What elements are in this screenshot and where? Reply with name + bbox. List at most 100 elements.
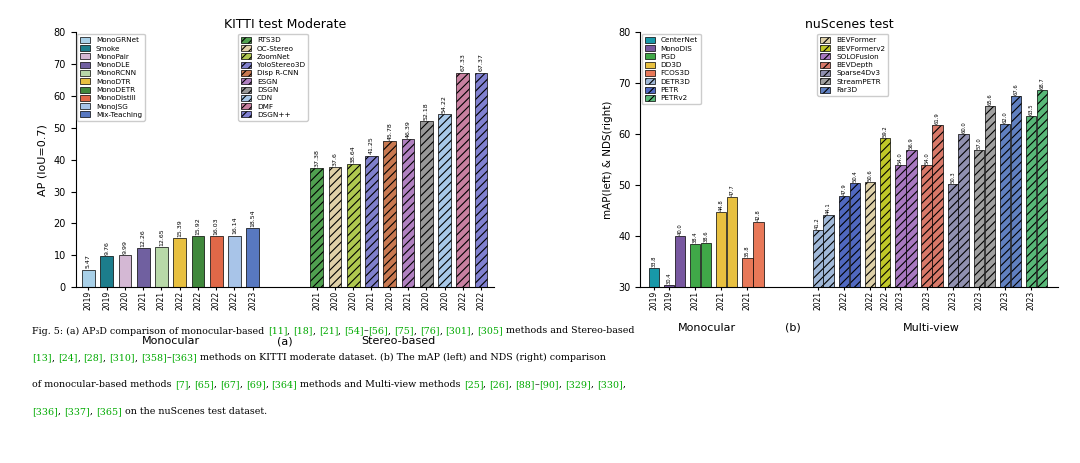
Bar (958, 134, 969, 440)
Text: ,: , (240, 380, 246, 389)
Text: 16.03: 16.03 (214, 217, 219, 235)
Text: [65]: [65] (194, 380, 214, 389)
Bar (1026, 116, 1037, 440)
Text: methods and Multi-view methods: methods and Multi-view methods (297, 380, 463, 389)
Text: [330]: [330] (596, 380, 622, 389)
Bar (328, 167, 341, 287)
Title: KITTI test Moderate: KITTI test Moderate (224, 18, 346, 31)
Text: 38.64: 38.64 (351, 145, 355, 163)
Text: 65.6: 65.6 (987, 93, 993, 105)
Bar (156, 247, 167, 287)
Text: –: – (535, 380, 539, 389)
Text: methods and Stereo-based: methods and Stereo-based (503, 326, 634, 335)
Text: 38.6: 38.6 (703, 231, 708, 242)
Text: ,: , (188, 380, 194, 389)
Bar (119, 255, 132, 287)
Bar (210, 236, 222, 287)
Text: ,: , (559, 380, 565, 389)
Bar (690, 244, 700, 440)
Text: [54]: [54] (345, 326, 364, 335)
Text: 16.14: 16.14 (232, 217, 237, 234)
Text: 67.37: 67.37 (478, 53, 484, 71)
Text: 56.9: 56.9 (909, 138, 914, 149)
Text: Stereo-based: Stereo-based (362, 337, 436, 346)
Text: 37.38: 37.38 (314, 149, 320, 167)
Bar (895, 165, 906, 440)
Bar (664, 285, 674, 440)
Text: 44.8: 44.8 (719, 199, 724, 211)
Text: 40.0: 40.0 (677, 223, 683, 235)
Text: ,: , (509, 380, 515, 389)
Text: of monocular-based methods: of monocular-based methods (32, 380, 175, 389)
Bar (310, 168, 323, 287)
Text: ,: , (287, 326, 293, 335)
Bar (850, 183, 860, 440)
Bar (402, 139, 415, 287)
Text: [28]: [28] (83, 353, 103, 362)
Title: nuScenes test: nuScenes test (805, 18, 893, 31)
Bar (474, 73, 487, 287)
Text: ,: , (214, 380, 220, 389)
Text: 50.3: 50.3 (950, 171, 955, 182)
Text: ,: , (471, 326, 477, 335)
Text: 50.6: 50.6 (867, 169, 873, 181)
Text: [363]: [363] (171, 353, 197, 362)
Bar (383, 141, 396, 287)
Text: [364]: [364] (271, 380, 297, 389)
Text: [358]: [358] (140, 353, 166, 362)
Bar (457, 73, 469, 287)
Text: 68.7: 68.7 (1040, 77, 1044, 89)
Bar (823, 215, 834, 440)
Text: 41.2: 41.2 (815, 217, 820, 229)
Text: [75]: [75] (394, 326, 414, 335)
Bar (649, 268, 659, 440)
Text: [24]: [24] (58, 353, 78, 362)
Bar (1037, 90, 1048, 440)
Legend: BEVFormer, BEVFormerv2, SOLOFusion, BEVDepth, Sparse4Dv3, StreamPETR, Far3D: BEVFormer, BEVFormerv2, SOLOFusion, BEVD… (818, 34, 888, 96)
Text: 54.22: 54.22 (442, 95, 447, 113)
Text: ,: , (312, 326, 319, 335)
Bar (921, 165, 932, 440)
Text: [301]: [301] (446, 326, 471, 335)
Bar (839, 196, 849, 440)
Text: [90]: [90] (539, 380, 559, 389)
Bar (1011, 95, 1021, 440)
Bar (812, 230, 823, 440)
Bar (716, 212, 727, 440)
Text: ,: , (266, 380, 271, 389)
Text: 60.0: 60.0 (961, 121, 967, 133)
Text: ,: , (103, 353, 109, 362)
Text: ,: , (135, 353, 140, 362)
Text: [305]: [305] (477, 326, 503, 335)
Y-axis label: mAP(left) & NDS(right): mAP(left) & NDS(right) (603, 100, 612, 219)
Text: 9.99: 9.99 (122, 240, 127, 254)
Text: [88]: [88] (515, 380, 535, 389)
Bar (865, 182, 875, 440)
Text: 50.4: 50.4 (852, 170, 858, 182)
Text: 41.25: 41.25 (369, 137, 374, 155)
Bar (675, 236, 685, 440)
Text: 44.1: 44.1 (826, 202, 832, 214)
Text: (b): (b) (785, 323, 801, 333)
Bar (880, 138, 890, 440)
Bar (727, 197, 738, 440)
Bar (985, 106, 995, 440)
Bar (173, 238, 186, 287)
Text: [26]: [26] (489, 380, 509, 389)
Bar (365, 156, 378, 287)
Text: 33.8: 33.8 (651, 255, 657, 267)
Text: Monocular: Monocular (678, 323, 737, 333)
Bar (742, 257, 753, 440)
Text: Multi-view: Multi-view (903, 323, 959, 333)
Bar (100, 256, 113, 287)
Text: 45.78: 45.78 (388, 122, 392, 140)
Text: ,: , (78, 353, 83, 362)
Text: 12.65: 12.65 (159, 228, 164, 245)
Bar (347, 164, 360, 287)
Text: 46.39: 46.39 (405, 120, 410, 138)
Text: 59.2: 59.2 (882, 125, 888, 138)
Text: (a): (a) (276, 337, 293, 346)
Text: ,: , (389, 326, 394, 335)
Text: 67.33: 67.33 (460, 54, 465, 71)
Bar (246, 228, 259, 287)
